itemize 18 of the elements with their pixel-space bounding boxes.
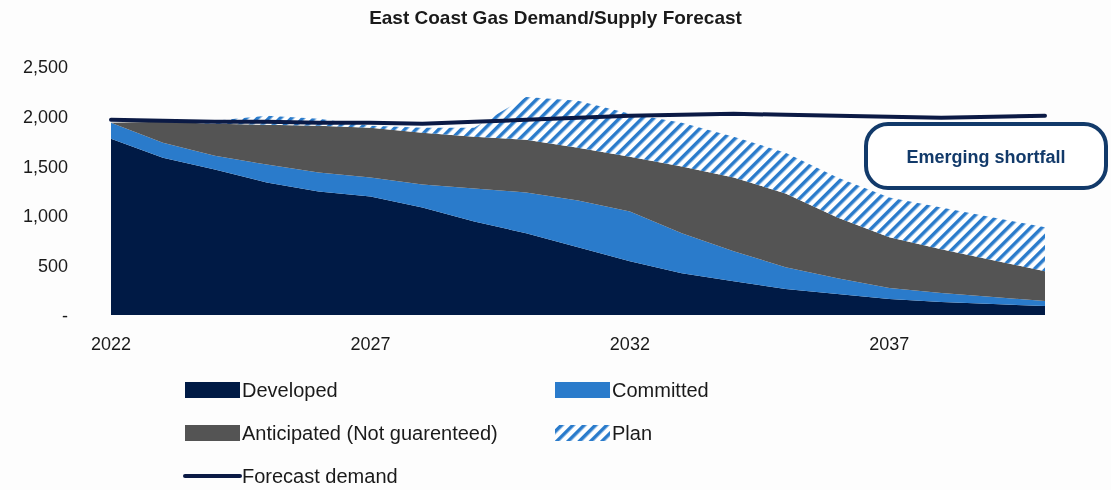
y-tick-label: 500 xyxy=(37,256,68,277)
y-tick-label: 1,000 xyxy=(22,206,68,227)
y-tick-label: 1,500 xyxy=(22,156,68,177)
legend-label: Plan xyxy=(612,422,653,444)
legend-label: Developed xyxy=(242,379,338,401)
y-tick-label: 2,000 xyxy=(22,106,68,127)
annotation: Emerging shortfall xyxy=(906,147,1066,167)
legend-label: Committed xyxy=(612,379,709,401)
x-tick-label: 2022 xyxy=(90,334,132,354)
line-series xyxy=(109,111,1047,126)
chart-title: East Coast Gas Demand/Supply Forecast xyxy=(369,7,743,28)
x-tick-label: 2032 xyxy=(609,334,650,354)
x-tick-label: 2037 xyxy=(869,334,910,354)
x-tick-label: 2027 xyxy=(350,334,391,354)
y-tick-label: 2,500 xyxy=(22,57,68,77)
legend-label: Forecast demand xyxy=(242,465,398,487)
y-tick-label: - xyxy=(62,306,68,326)
legend-label: Anticipated (Not guarenteed) xyxy=(242,422,498,444)
